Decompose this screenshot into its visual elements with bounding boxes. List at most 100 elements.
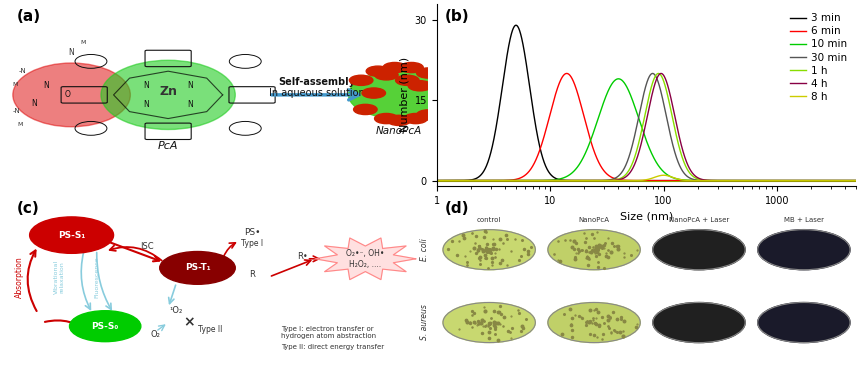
- Text: R•: R•: [297, 252, 308, 261]
- 10 min: [762, 178, 772, 183]
- 8 h: [432, 178, 442, 183]
- 10 min: [613, 77, 624, 81]
- Line: 3 min: 3 min: [437, 25, 856, 181]
- 10 min: [432, 178, 442, 183]
- Circle shape: [375, 114, 398, 124]
- Circle shape: [758, 230, 850, 270]
- 10 min: [839, 178, 849, 183]
- Line: 8 h: 8 h: [437, 175, 856, 181]
- Circle shape: [443, 303, 535, 343]
- 4 h: [839, 178, 849, 183]
- Circle shape: [395, 75, 419, 85]
- Text: (c): (c): [17, 200, 40, 216]
- 1 h: [636, 132, 646, 137]
- Text: S. aureus: S. aureus: [420, 305, 428, 341]
- Circle shape: [429, 77, 452, 87]
- Text: NanoPcA: NanoPcA: [579, 217, 610, 223]
- 1 h: [625, 167, 635, 171]
- Ellipse shape: [349, 71, 449, 118]
- 8 h: [762, 178, 772, 183]
- 1 h: [762, 178, 772, 183]
- 30 min: [839, 178, 849, 183]
- Text: NanoPcA + Laser: NanoPcA + Laser: [669, 217, 729, 223]
- Circle shape: [383, 62, 407, 73]
- Ellipse shape: [101, 60, 235, 130]
- 30 min: [647, 71, 657, 76]
- 30 min: [839, 178, 849, 183]
- Text: Type I: Type I: [241, 239, 263, 248]
- Circle shape: [653, 230, 745, 270]
- 4 h: [453, 178, 464, 183]
- 8 h: [658, 173, 669, 178]
- Legend: 3 min, 6 min, 10 min, 30 min, 1 h, 4 h, 8 h: 3 min, 6 min, 10 min, 30 min, 1 h, 4 h, …: [785, 9, 851, 106]
- 1 h: [839, 178, 849, 183]
- 1 h: [851, 178, 862, 183]
- Y-axis label: Number (nm): Number (nm): [399, 57, 409, 133]
- 1 h: [432, 178, 442, 183]
- Text: H₂O₂, ....: H₂O₂, ....: [349, 260, 381, 269]
- 3 min: [636, 178, 646, 183]
- 4 h: [656, 71, 666, 76]
- 6 min: [561, 71, 572, 76]
- Circle shape: [408, 81, 432, 91]
- Text: M: M: [80, 40, 86, 45]
- 8 h: [851, 178, 862, 183]
- Text: PS-T₁: PS-T₁: [185, 263, 210, 272]
- X-axis label: Size (nm): Size (nm): [620, 211, 673, 221]
- Text: Type I: electron transfer or
hydrogen atom abstraction: Type I: electron transfer or hydrogen at…: [281, 326, 376, 339]
- Text: MB + Laser: MB + Laser: [784, 217, 823, 223]
- 4 h: [636, 143, 646, 148]
- 3 min: [851, 178, 862, 183]
- 3 min: [625, 178, 635, 183]
- 8 h: [636, 178, 646, 182]
- Text: E. coli: E. coli: [420, 239, 428, 261]
- 3 min: [762, 178, 772, 183]
- 4 h: [625, 171, 635, 175]
- 3 min: [511, 23, 522, 27]
- Circle shape: [548, 230, 640, 270]
- Text: Type II: direct energy transfer: Type II: direct energy transfer: [281, 344, 385, 351]
- Text: N: N: [188, 81, 193, 90]
- 6 min: [839, 178, 849, 183]
- 8 h: [839, 178, 849, 183]
- Circle shape: [349, 75, 373, 85]
- Circle shape: [417, 68, 440, 78]
- 4 h: [839, 178, 849, 183]
- Text: NanoPcA: NanoPcA: [375, 126, 422, 136]
- 10 min: [453, 178, 464, 183]
- 8 h: [839, 178, 849, 183]
- Text: -N: -N: [19, 68, 27, 74]
- Text: Fluorescence: Fluorescence: [94, 256, 99, 298]
- 4 h: [851, 178, 862, 183]
- Circle shape: [429, 102, 452, 113]
- Text: N: N: [31, 99, 36, 109]
- Circle shape: [758, 303, 850, 343]
- Text: Type II: Type II: [198, 325, 222, 334]
- 30 min: [762, 178, 772, 183]
- 3 min: [839, 178, 849, 183]
- Text: N: N: [68, 48, 74, 57]
- Text: R: R: [249, 270, 255, 279]
- Text: O: O: [65, 90, 70, 99]
- Text: M: M: [17, 122, 22, 127]
- 4 h: [762, 178, 772, 183]
- Text: Absorption: Absorption: [15, 256, 23, 298]
- Text: ISC: ISC: [140, 242, 154, 251]
- 10 min: [839, 178, 849, 183]
- Text: -N: -N: [13, 108, 21, 114]
- Text: In aqueous solution: In aqueous solution: [269, 88, 365, 98]
- Text: (b): (b): [445, 9, 470, 24]
- Circle shape: [29, 217, 113, 253]
- 8 h: [453, 178, 464, 183]
- 30 min: [636, 105, 646, 110]
- 30 min: [453, 178, 464, 183]
- 6 min: [453, 178, 464, 183]
- Circle shape: [388, 115, 411, 125]
- Text: PcA: PcA: [158, 141, 178, 151]
- Text: PS-S₁: PS-S₁: [58, 231, 86, 240]
- Text: control: control: [477, 217, 502, 223]
- 3 min: [839, 178, 849, 183]
- Text: ×: ×: [183, 315, 195, 329]
- 4 h: [432, 178, 442, 183]
- Text: (d): (d): [445, 200, 470, 216]
